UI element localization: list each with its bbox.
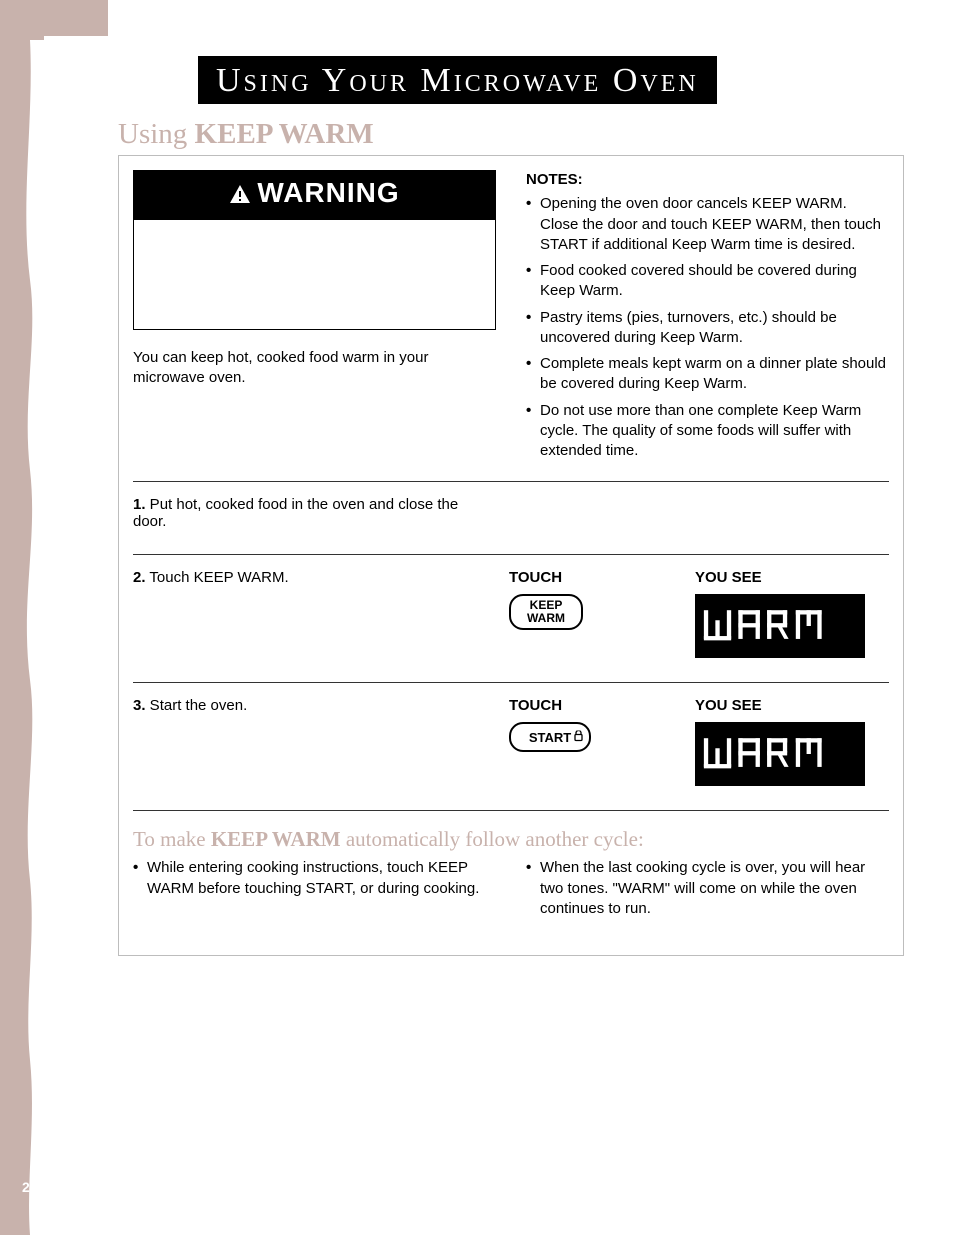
top-tab: [0, 0, 108, 36]
section-title: Using KEEP WARM: [118, 118, 904, 151]
warning-header: WARNING: [133, 170, 496, 220]
yousee-heading: YOU SEE: [695, 569, 889, 586]
display-warm: [695, 594, 865, 658]
warning-triangle-icon: [229, 176, 251, 214]
page-number: 26: [22, 1179, 38, 1195]
warning-label: WARNING: [257, 177, 399, 208]
left-column: WARNING You can keep hot, cooked food wa…: [133, 170, 496, 467]
main-content-box: WARNING You can keep hot, cooked food wa…: [118, 155, 904, 956]
start-button: START: [509, 722, 591, 752]
separator: [133, 481, 889, 482]
segment-display-icon: [701, 604, 859, 648]
step-2: 2. Touch KEEP WARM. TOUCH KEEP WARM YOU …: [119, 565, 903, 668]
sub-title-bold: KEEP WARM: [211, 827, 341, 851]
separator: [133, 554, 889, 555]
lock-icon: [574, 731, 583, 744]
note-item: Complete meals kept warm on a dinner pla…: [526, 354, 889, 395]
display-warm: [695, 722, 865, 786]
step-number: 1.: [133, 496, 146, 513]
right-column-notes: NOTES: Opening the oven door cancels KEE…: [526, 170, 889, 467]
sub-section-title: To make KEEP WARM automatically follow a…: [119, 821, 903, 858]
segment-display-icon: [701, 732, 859, 776]
step-number: 2.: [133, 569, 146, 586]
step-1: 1. Put hot, cooked food in the oven and …: [119, 492, 903, 540]
intro-text: You can keep hot, cooked food warm in yo…: [133, 348, 496, 389]
note-item: Pastry items (pies, turnovers, etc.) sho…: [526, 308, 889, 349]
notes-heading: NOTES:: [526, 170, 889, 190]
section-title-prefix: Using: [118, 118, 195, 150]
sub-title-prefix: To make: [133, 827, 211, 851]
auto-bullet: While entering cooking instructions, tou…: [133, 858, 496, 899]
note-item: Do not use more than one complete Keep W…: [526, 401, 889, 462]
touch-heading: TOUCH: [509, 569, 679, 586]
sub-title-suffix: automatically follow another cycle:: [341, 827, 644, 851]
note-item: Opening the oven door cancels KEEP WARM.…: [526, 194, 889, 255]
side-decorative-bar: [0, 0, 44, 1235]
keep-warm-line2: WARM: [511, 612, 581, 625]
separator: [133, 682, 889, 683]
yousee-heading: YOU SEE: [695, 697, 889, 714]
auto-bullet: When the last cooking cycle is over, you…: [526, 858, 889, 919]
step-3: 3. Start the oven. TOUCH START YOU SEE: [119, 693, 903, 796]
note-item: Food cooked covered should be covered du…: [526, 261, 889, 302]
section-title-bold: KEEP WARM: [195, 118, 374, 150]
separator: [133, 810, 889, 811]
start-button-label: START: [529, 730, 571, 745]
chapter-title: Using Your Microwave Oven: [198, 56, 717, 104]
auto-left-column: While entering cooking instructions, tou…: [133, 858, 496, 925]
keep-warm-button: KEEP WARM: [509, 594, 583, 629]
step-text: Put hot, cooked food in the oven and clo…: [133, 496, 458, 530]
warning-body: [133, 220, 496, 330]
step-text: Touch KEEP WARM.: [146, 569, 289, 586]
step-number: 3.: [133, 697, 146, 714]
touch-heading: TOUCH: [509, 697, 679, 714]
step-text: Start the oven.: [146, 697, 248, 714]
notes-list: Opening the oven door cancels KEEP WARM.…: [526, 194, 889, 461]
auto-right-column: When the last cooking cycle is over, you…: [526, 858, 889, 925]
